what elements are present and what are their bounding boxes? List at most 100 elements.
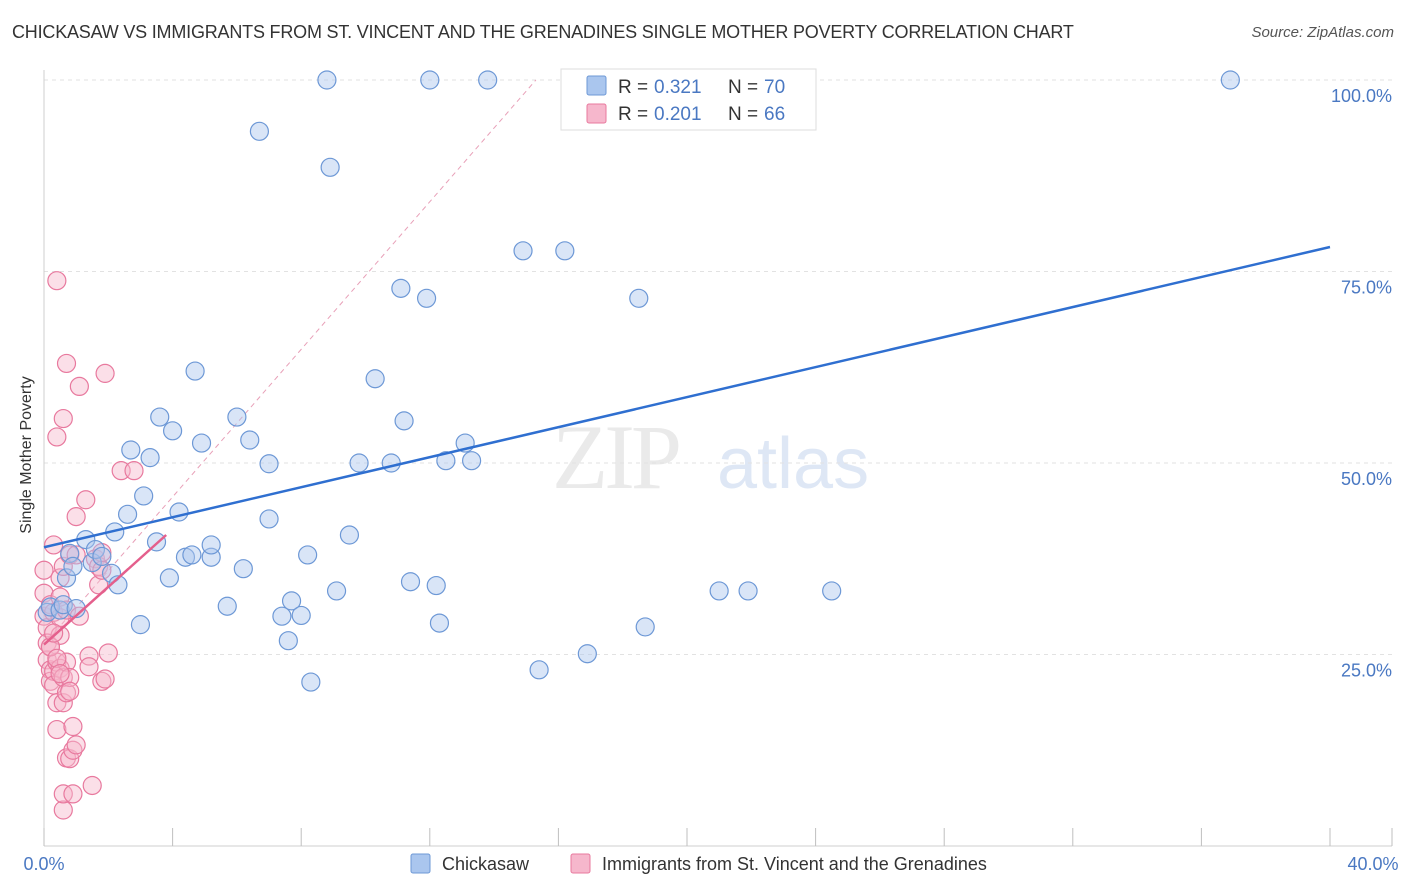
legend-r-label-1: R =: [618, 77, 648, 98]
blue-point-57: [429, 613, 450, 633]
pink-point-36: [60, 667, 80, 688]
blue-point-51: [391, 278, 411, 298]
pink-point-45: [69, 376, 89, 396]
blue-point-48: [349, 453, 369, 473]
blue-point-70: [822, 581, 842, 601]
legend-n-value-1: 70: [764, 77, 785, 98]
legend-r-label-2: R =: [618, 104, 648, 125]
chart-title: CHICKASAW VS IMMIGRANTS FROM ST. VINCENT…: [12, 22, 1074, 42]
blue-point-30: [201, 535, 221, 555]
pink-point-38: [63, 716, 83, 737]
stats-legend: R = 0.321 N = 70 R = 0.201 N = 66: [560, 68, 817, 131]
pink-point-43: [66, 735, 86, 755]
legend-n-value-2: 66: [764, 104, 785, 125]
pink-point-48: [79, 657, 99, 677]
blue-point-41: [291, 605, 311, 626]
blue-point-63: [529, 660, 549, 680]
blue-point-68: [709, 581, 729, 601]
series-legend: Chickasaw Immigrants from St. Vincent an…: [410, 853, 987, 874]
watermark-atlas: atlas: [717, 424, 869, 504]
legend-r-value-1: 0.321: [654, 77, 702, 98]
x-tick-label-min: 0.0%: [23, 854, 64, 874]
pink-trend-line: [43, 534, 168, 646]
blue-point-61: [478, 70, 498, 90]
blue-point-54: [416, 288, 437, 308]
blue-point-12: [101, 563, 122, 583]
legend-n-label-2: N =: [728, 104, 758, 125]
blue-point-55: [420, 70, 440, 90]
legend-swatch-pink: [586, 103, 607, 124]
y-tick-labels: 25.0% 50.0% 75.0% 100.0%: [1331, 86, 1392, 681]
pink-point-65: [60, 681, 80, 701]
blue-point-32: [227, 407, 247, 427]
trend-lines: [43, 245, 1331, 646]
reference-line: [43, 79, 537, 645]
blue-point-28: [191, 433, 212, 453]
blue-point-52: [394, 411, 414, 431]
blue-point-22: [159, 568, 179, 588]
blue-point-11: [92, 546, 112, 567]
blue-point-33: [233, 559, 253, 579]
pink-point-63: [47, 648, 67, 668]
blue-point-35: [249, 121, 270, 141]
blue-point-65: [577, 644, 597, 664]
blue-point-34: [240, 430, 260, 450]
pink-point-64: [50, 664, 70, 684]
series-legend-label-blue: Chickasaw: [442, 854, 530, 874]
blue-point-6: [63, 556, 83, 577]
legend-r-value-2: 0.201: [654, 104, 702, 125]
pink-point-39: [63, 740, 83, 760]
pink-point-56: [95, 363, 115, 383]
pink-point-42: [66, 545, 86, 565]
blue-point-18: [134, 486, 154, 506]
series-legend-swatch-pink: [570, 853, 591, 874]
pink-point-26: [53, 800, 73, 820]
blue-point-58: [436, 451, 456, 471]
blue-trend-line: [43, 245, 1331, 549]
blue-point-56: [426, 575, 446, 596]
blue-point-47: [339, 525, 360, 545]
series-legend-label-pink: Immigrants from St. Vincent and the Gren…: [602, 854, 987, 874]
pink-point-52: [89, 575, 109, 595]
blue-point-71: [1220, 70, 1240, 90]
blue-point-36: [259, 509, 279, 529]
blue-point-44: [317, 70, 337, 90]
blue-point-4: [56, 568, 77, 588]
blue-point-3: [53, 595, 73, 615]
blue-point-43: [298, 545, 318, 565]
blue-point-38: [272, 606, 292, 626]
pink-point-40: [63, 784, 83, 804]
blue-point-31: [217, 596, 237, 616]
blue-point-60: [461, 451, 482, 471]
blue-point-21: [150, 407, 170, 427]
pink-point-19: [50, 568, 70, 588]
blue-point-42: [301, 672, 321, 692]
blue-point-17: [130, 615, 151, 635]
y-tick-label-100: 100.0%: [1331, 86, 1392, 106]
pink-point-18: [47, 427, 67, 447]
legend-n-label-1: N =: [728, 77, 758, 98]
blue-point-66: [629, 288, 649, 308]
legend-swatch-blue: [586, 75, 607, 96]
pink-point-16: [47, 719, 67, 740]
blue-point-49: [365, 369, 385, 389]
blue-point-67: [635, 617, 655, 637]
pink-point-60: [124, 461, 144, 481]
blue-point-64: [555, 241, 575, 261]
pink-point-62: [44, 623, 64, 643]
pink-point-54: [95, 669, 115, 689]
pink-point-0: [34, 560, 54, 580]
pink-point-58: [98, 643, 118, 663]
pink-point-17: [47, 271, 67, 291]
pink-point-30: [56, 353, 77, 374]
watermark-zip: ZIP: [552, 406, 679, 508]
x-tick-label-max: 40.0%: [1347, 854, 1398, 874]
blue-point-40: [281, 591, 302, 611]
blue-point-46: [326, 581, 347, 601]
y-tick-label-25: 25.0%: [1341, 661, 1392, 681]
blue-point-2: [50, 600, 70, 620]
blue-point-39: [278, 631, 298, 651]
blue-point-69: [738, 581, 758, 601]
blue-series-points: [37, 70, 1240, 692]
